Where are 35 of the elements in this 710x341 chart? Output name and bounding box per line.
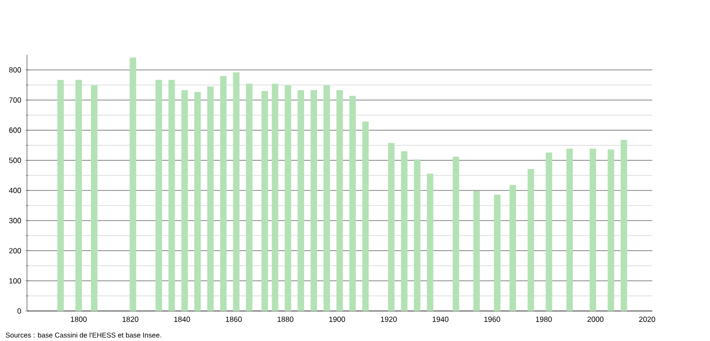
bar: [57, 80, 64, 312]
bar: [590, 148, 596, 312]
bar: [246, 84, 252, 312]
bar: [510, 185, 516, 312]
bar: [130, 58, 136, 312]
bar: [90, 85, 98, 312]
bar: [566, 148, 573, 312]
bar: [336, 90, 343, 312]
bar: [401, 151, 408, 312]
bar: [310, 90, 318, 312]
bar: [284, 85, 292, 312]
bar: [233, 72, 240, 312]
bar: [452, 156, 460, 312]
bar: [181, 90, 188, 312]
bar: [298, 90, 304, 312]
bar: [426, 174, 434, 312]
bar: [494, 194, 500, 312]
bar: [75, 80, 82, 312]
bar: [620, 140, 628, 312]
bar: [546, 152, 552, 312]
bar: [272, 84, 278, 312]
bar: [220, 76, 227, 312]
bar: [414, 160, 420, 312]
bar: [323, 85, 330, 312]
bar: [194, 92, 201, 312]
bar: [608, 150, 614, 312]
bar: [473, 191, 480, 312]
bar: [207, 86, 214, 312]
bar: [362, 122, 369, 312]
bar: [388, 142, 395, 312]
bar: [349, 96, 356, 312]
bar: [156, 80, 162, 312]
bar: [261, 91, 268, 312]
bar: [528, 169, 534, 312]
bar: [168, 80, 175, 312]
